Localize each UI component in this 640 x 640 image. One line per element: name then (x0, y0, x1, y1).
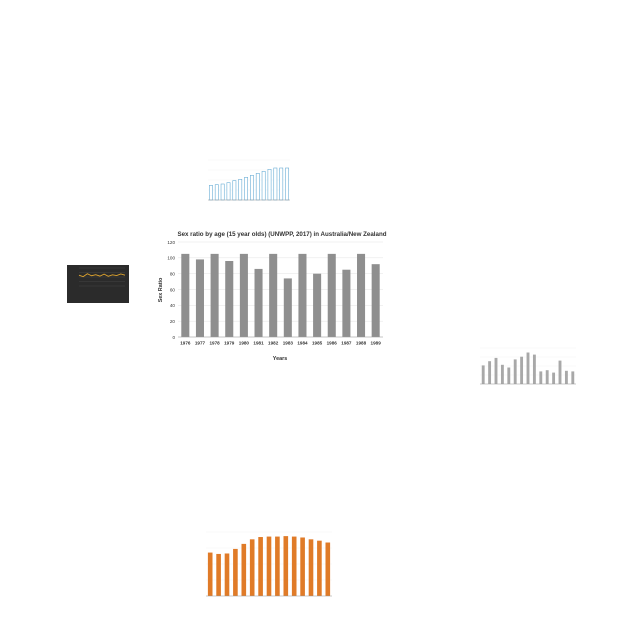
bar (488, 361, 492, 384)
bar (216, 553, 221, 596)
bar (283, 536, 289, 596)
bar (273, 167, 278, 201)
bar (564, 370, 568, 384)
bar (285, 167, 289, 201)
bar (255, 173, 260, 201)
bar (327, 253, 336, 337)
x-tick-label: 1981 (253, 341, 264, 346)
chart-svg (67, 265, 129, 303)
bar (226, 182, 231, 201)
x-tick-label: 1983 (283, 341, 294, 346)
chart-background (67, 265, 129, 303)
bar (275, 536, 280, 596)
chart-title: Sex ratio by age (15 year olds) (UNWPP, … (177, 231, 386, 238)
bar (552, 372, 556, 384)
x-tick-label: 1979 (224, 341, 235, 346)
y-tick-label: 0 (172, 335, 175, 340)
x-tick-label: 1987 (341, 341, 352, 346)
chart-thumbnail-top (200, 150, 292, 210)
y-tick-label: 40 (170, 303, 176, 308)
bar (224, 553, 230, 596)
chart-svg (208, 159, 290, 201)
bar (500, 364, 504, 384)
bar (325, 542, 331, 596)
bar (298, 253, 307, 337)
bar (210, 253, 219, 337)
x-tick-label: 1985 (312, 341, 323, 346)
x-tick-label: 1989 (371, 341, 382, 346)
bar (225, 261, 234, 337)
y-tick-label: 60 (170, 287, 176, 292)
x-tick-label: 1980 (239, 341, 250, 346)
bar (507, 367, 511, 384)
chart-thumbnail-right (468, 338, 580, 406)
bar (558, 360, 562, 384)
bar (269, 253, 278, 337)
x-tick-label: 1988 (356, 341, 367, 346)
bar (233, 548, 238, 596)
x-tick-label: 1982 (268, 341, 279, 346)
bar (254, 268, 263, 337)
bar (214, 184, 219, 201)
bar (357, 253, 366, 337)
bar (238, 179, 243, 201)
x-tick-label: 1976 (180, 341, 191, 346)
chart-thumbnail-left (67, 265, 129, 303)
y-tick-label: 80 (170, 271, 176, 276)
x-tick-label: 1986 (327, 341, 338, 346)
bar (209, 185, 213, 201)
chart-thumbnail-bottom (188, 520, 338, 610)
bar (308, 539, 314, 596)
x-axis-label: Years (273, 356, 287, 362)
bar (526, 352, 530, 384)
bar (258, 537, 263, 596)
bar (220, 183, 225, 201)
bar (532, 354, 536, 384)
bar (266, 536, 272, 596)
bar (232, 180, 237, 201)
x-tick-label: 1977 (195, 341, 206, 346)
y-tick-label: 100 (167, 256, 175, 261)
bar (241, 543, 247, 596)
bar (342, 269, 351, 337)
bar (300, 537, 305, 596)
y-tick-label: 20 (170, 319, 176, 324)
bar (249, 539, 255, 596)
main-chart: Sex ratio by age (15 year olds) (UNWPP, … (150, 225, 400, 365)
bar (261, 171, 266, 201)
bar (181, 253, 190, 337)
bar (195, 259, 204, 337)
bar (244, 177, 248, 201)
bar (283, 278, 292, 337)
bar (513, 359, 517, 384)
bar (291, 536, 297, 596)
x-tick-label: 1984 (297, 341, 308, 346)
bar (239, 253, 248, 337)
bar (520, 356, 524, 384)
y-tick-label: 120 (167, 240, 175, 245)
chart-svg (480, 347, 576, 385)
bar (371, 264, 380, 337)
chart-svg: Sex ratio by age (15 year olds) (UNWPP, … (158, 231, 387, 362)
chart-svg (206, 531, 332, 597)
bar (250, 175, 254, 201)
bar (317, 540, 322, 596)
bar (545, 370, 549, 384)
x-tick-label: 1978 (209, 341, 220, 346)
bar (207, 552, 213, 596)
y-axis-label: Sex Ratio (158, 277, 164, 302)
bar (539, 371, 543, 384)
bar (313, 273, 322, 337)
bar (571, 371, 575, 384)
bar (481, 365, 485, 384)
series-line (78, 273, 126, 278)
bar (494, 357, 498, 384)
bar (279, 167, 284, 201)
bar (267, 169, 272, 201)
